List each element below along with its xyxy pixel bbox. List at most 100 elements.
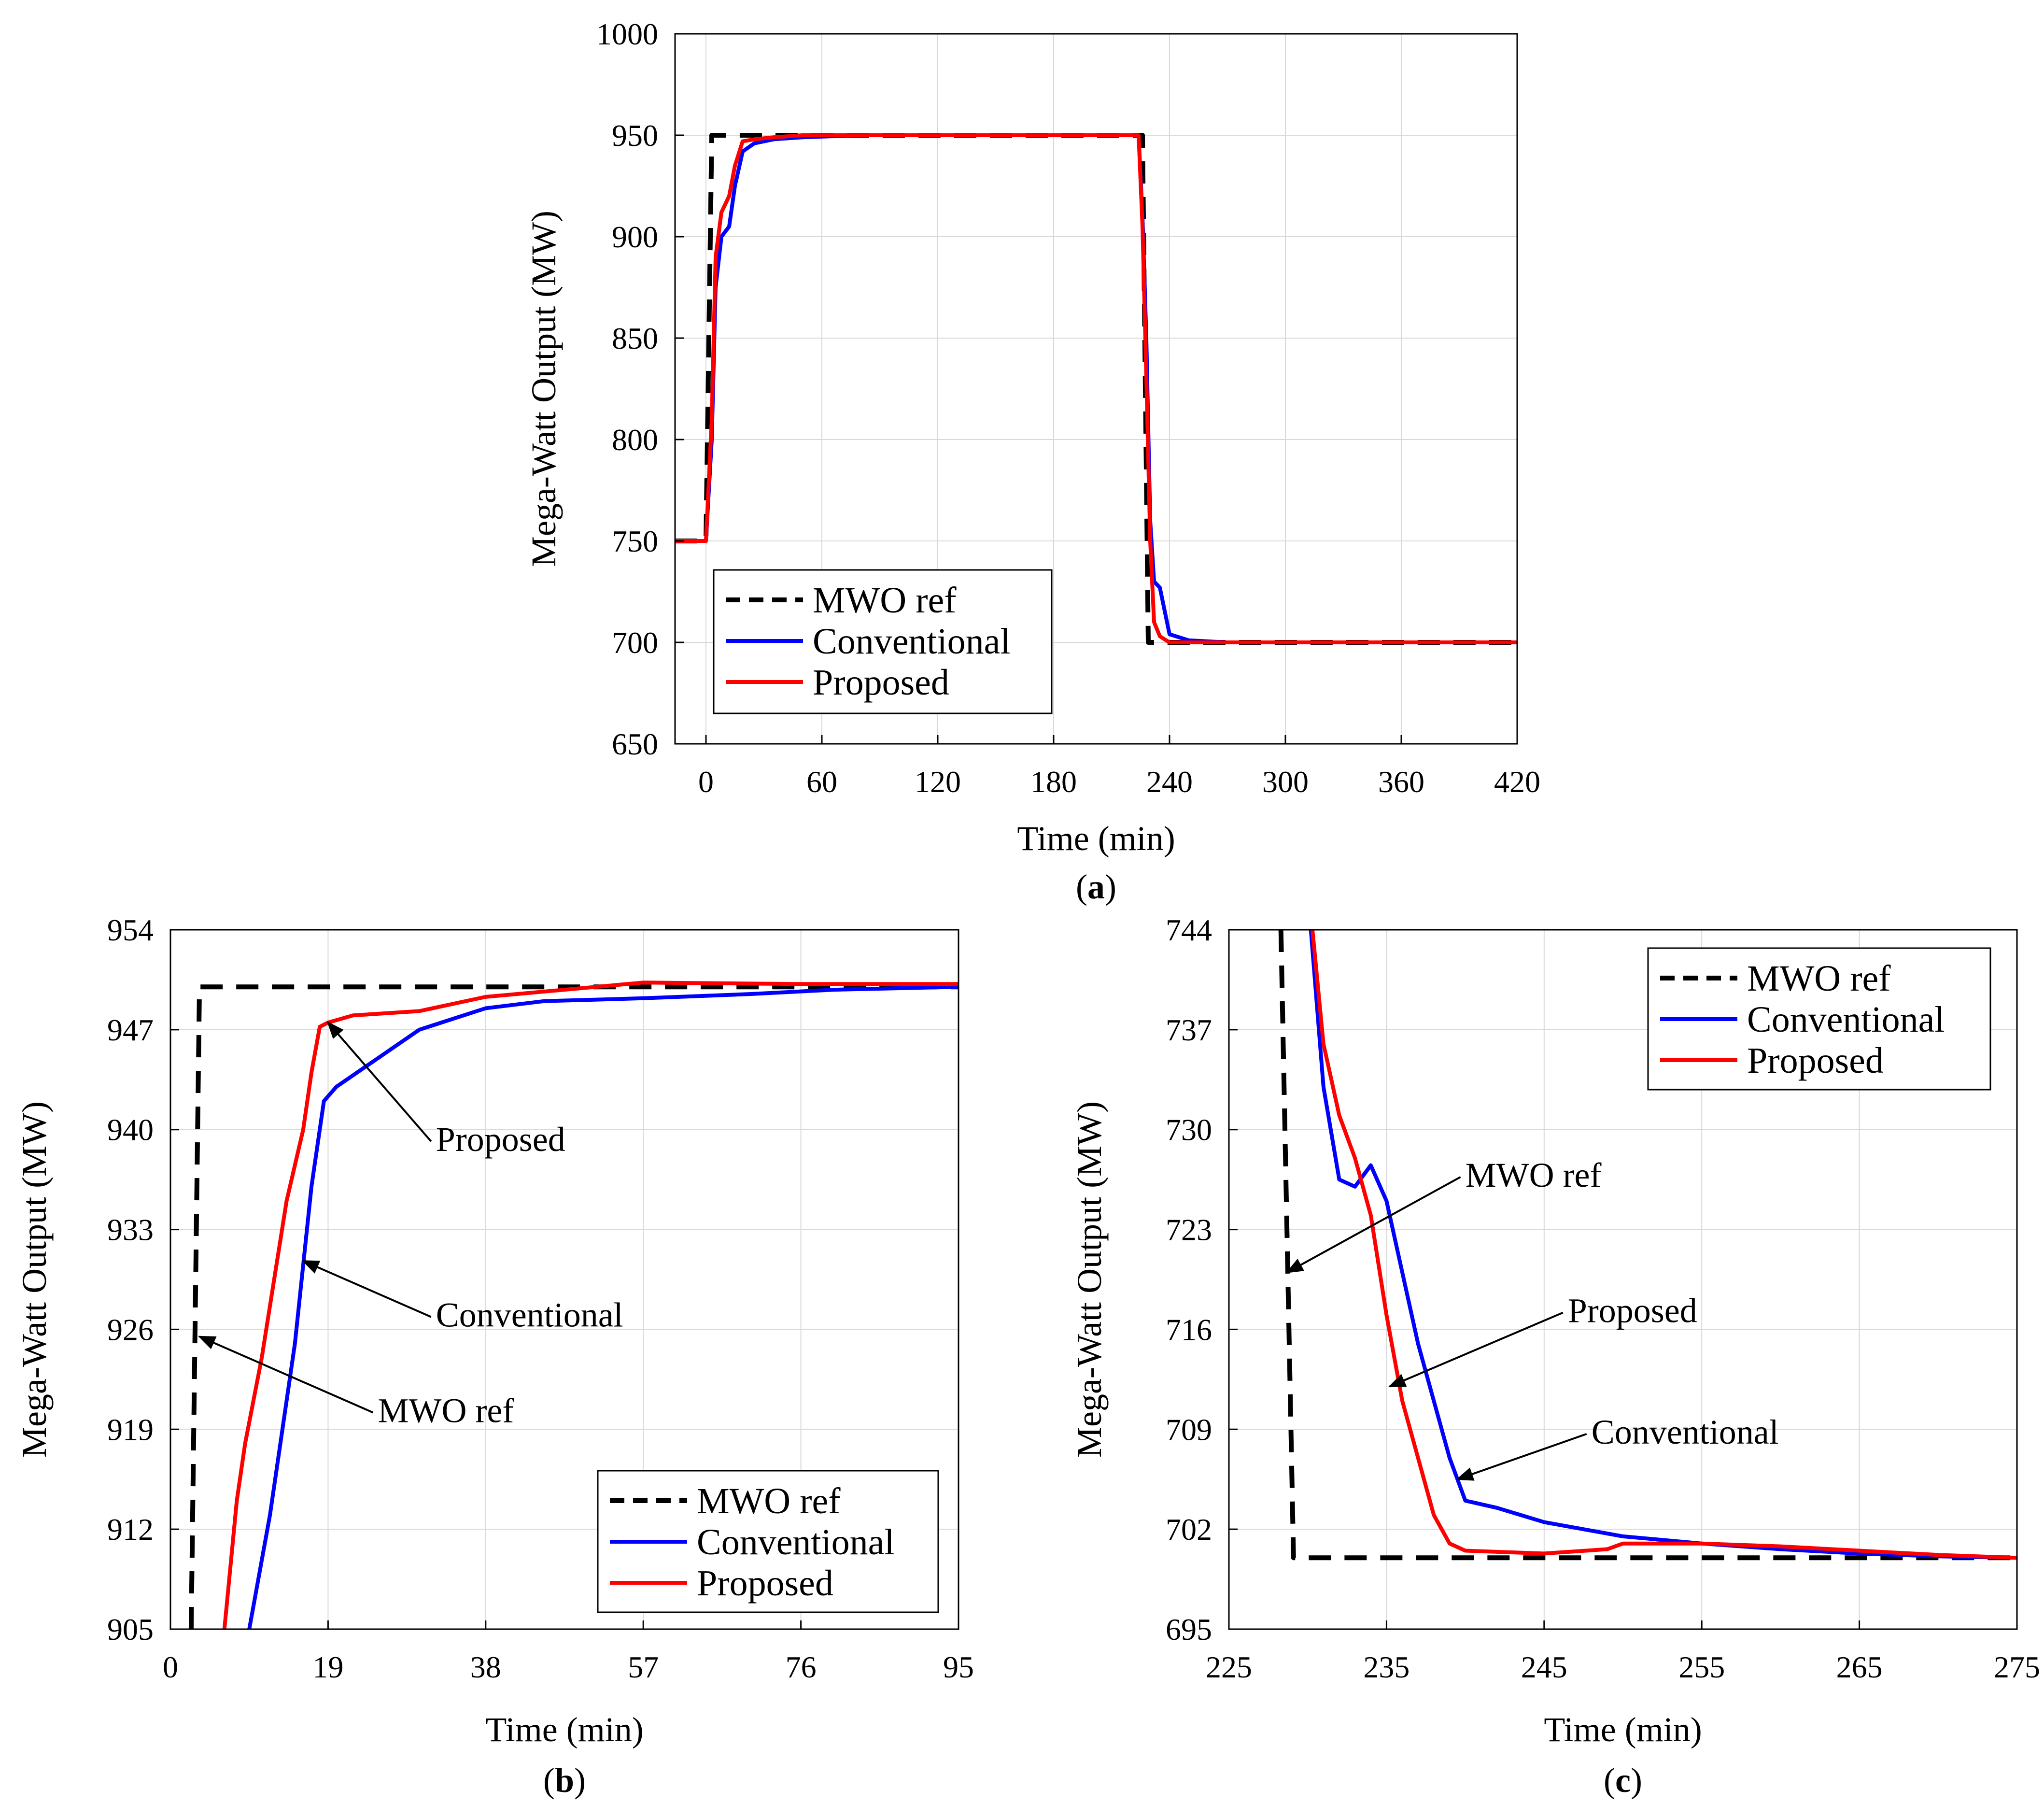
legend-label-0: MWO ref	[697, 1481, 841, 1521]
x-tick-label-2: 245	[1521, 1650, 1567, 1684]
x-tick-label-1: 235	[1363, 1650, 1410, 1684]
x-tick-label-5: 300	[1262, 765, 1309, 799]
panel-b-caption: (b)	[543, 1761, 586, 1800]
y-tick-label-0: 905	[107, 1612, 154, 1647]
y-tick-label-2: 750	[612, 524, 658, 558]
panel-a-caption-close: )	[1105, 867, 1116, 906]
annotation-label-2: Conventional	[1592, 1413, 1779, 1451]
y-tick-label-5: 940	[107, 1113, 154, 1147]
y-tick-label-7: 1000	[596, 17, 658, 51]
y-tick-label-3: 716	[1166, 1312, 1212, 1347]
panel-a-caption-open: (	[1076, 867, 1087, 906]
y-tick-label-0: 650	[612, 727, 658, 761]
y-tick-label-1: 702	[1166, 1512, 1212, 1547]
panel-a-plot-frame	[674, 33, 1518, 745]
panel-c-plot-frame	[1228, 929, 2018, 1630]
panel-c-ticks: 225 235 245 255 265 275 695 702 709 716 723 730 737 7…	[1166, 913, 2040, 1684]
panel-c-chart: 225 235 245 255 265 275 695 702 709 716 723 730 737 7…	[1070, 913, 2040, 1800]
panel-c-series	[1278, 930, 2017, 1561]
y-tick-label-4: 933	[107, 1213, 154, 1247]
y-tick-label-1: 912	[107, 1512, 154, 1547]
annotation-arrow-0	[1285, 1176, 1461, 1273]
x-tick-label-1: 60	[806, 765, 837, 799]
series-line-mwo-ref	[675, 133, 1517, 645]
x-tick-label-3: 57	[628, 1650, 659, 1684]
legend-label-2: Proposed	[813, 662, 949, 703]
panel-a-x-axis-label: Time (min)	[1017, 819, 1175, 858]
x-tick-label-2: 38	[470, 1650, 501, 1684]
x-tick-label-4: 265	[1836, 1650, 1883, 1684]
y-tick-label-4: 723	[1166, 1213, 1212, 1247]
legend-label-2: Proposed	[1747, 1040, 1884, 1081]
panel-b-x-axis-label: Time (min)	[485, 1710, 643, 1749]
y-tick-label-3: 926	[107, 1312, 154, 1347]
panel-b-plot-frame	[169, 929, 959, 1630]
y-tick-label-6: 737	[1166, 1013, 1212, 1047]
x-tick-label-3: 180	[1030, 765, 1077, 799]
panel-c-x-axis-label: Time (min)	[1544, 1710, 1702, 1749]
panel-a-series	[675, 133, 1517, 645]
series-line-proposed	[675, 133, 1517, 644]
panel-c-y-axis-label: Mega-Watt Output (MW)	[1070, 1101, 1109, 1458]
panel-b-annotations: Proposed Conventional MWO ref	[197, 1021, 623, 1430]
y-tick-label-2: 709	[1166, 1412, 1212, 1447]
series-line-mwo-ref	[1278, 930, 2017, 1561]
panel-a-y-axis-label: Mega-Watt Output (MW)	[524, 211, 563, 567]
panel-c-caption-close: )	[1631, 1761, 1642, 1800]
panel-b-chart: 0 19 38 57 76 95 905 912 919 926 933 940 947 954 Time…	[15, 913, 974, 1800]
annotation-label-1: Conventional	[436, 1296, 623, 1335]
x-tick-label-5: 275	[1994, 1650, 2040, 1684]
panel-a-chart: 0 60 120 180 240 300 360 420 650 700 750 800 850 900 9…	[524, 17, 1540, 906]
y-tick-label-1: 700	[612, 625, 658, 660]
y-tick-label-6: 947	[107, 1013, 154, 1047]
series-line-proposed	[222, 980, 959, 1629]
series-line-mwo-ref	[188, 984, 959, 1629]
y-tick-label-6: 950	[612, 118, 658, 153]
annotation-arrow-1	[1388, 1311, 1564, 1388]
panel-a-ticks: 0 60 120 180 240 300 360 420 650 700 750 800 850 900 9…	[596, 17, 1540, 799]
x-tick-label-1: 19	[312, 1650, 343, 1684]
x-tick-label-5: 95	[943, 1650, 974, 1684]
x-tick-label-7: 420	[1494, 765, 1540, 799]
panel-a-grid	[675, 33, 1518, 744]
panel-b-ticks: 0 19 38 57 76 95 905 912 919 926 933 940 947 954	[107, 913, 974, 1684]
x-tick-label-3: 255	[1678, 1650, 1725, 1684]
panel-b-caption-close: )	[574, 1761, 586, 1800]
legend-label-1: Conventional	[813, 621, 1011, 662]
panel-c-caption: (c)	[1604, 1761, 1642, 1800]
x-tick-label-0: 0	[163, 1650, 178, 1684]
legend-label-0: MWO ref	[1747, 958, 1891, 999]
series-line-conventional	[675, 133, 1517, 644]
y-tick-label-7: 954	[107, 913, 154, 947]
annotation-label-0: MWO ref	[1466, 1156, 1602, 1194]
legend-label-2: Proposed	[697, 1563, 833, 1604]
x-tick-label-4: 76	[786, 1650, 817, 1684]
legend-label-1: Conventional	[1747, 999, 1945, 1040]
annotation-arrow-2	[197, 1335, 374, 1414]
annotation-label-1: Proposed	[1568, 1292, 1697, 1330]
y-tick-label-5: 900	[612, 220, 658, 254]
series-line-proposed	[1311, 930, 2017, 1560]
series-line-conventional	[247, 985, 959, 1629]
y-tick-label-2: 919	[107, 1412, 154, 1447]
panel-b-caption-open: (	[543, 1761, 555, 1800]
x-tick-label-4: 240	[1146, 765, 1193, 799]
annotation-arrow-1	[301, 1260, 432, 1318]
annotation-label-0: Proposed	[436, 1120, 565, 1159]
legend-label-1: Conventional	[697, 1522, 895, 1562]
y-tick-label-7: 744	[1166, 913, 1212, 947]
y-tick-label-3: 800	[612, 423, 658, 457]
panel-b-y-axis-label: Mega-Watt Output (MW)	[15, 1101, 54, 1458]
legend-label-0: MWO ref	[813, 580, 957, 621]
panel-b-series	[188, 980, 959, 1629]
annotation-label-2: MWO ref	[378, 1392, 514, 1430]
annotation-arrow-0	[327, 1021, 432, 1142]
y-tick-label-0: 695	[1166, 1612, 1212, 1647]
y-tick-label-4: 850	[612, 321, 658, 355]
x-tick-label-0: 0	[698, 765, 714, 799]
panel-a-caption-letter: a	[1087, 867, 1105, 906]
panel-c-caption-letter: c	[1615, 1761, 1631, 1800]
